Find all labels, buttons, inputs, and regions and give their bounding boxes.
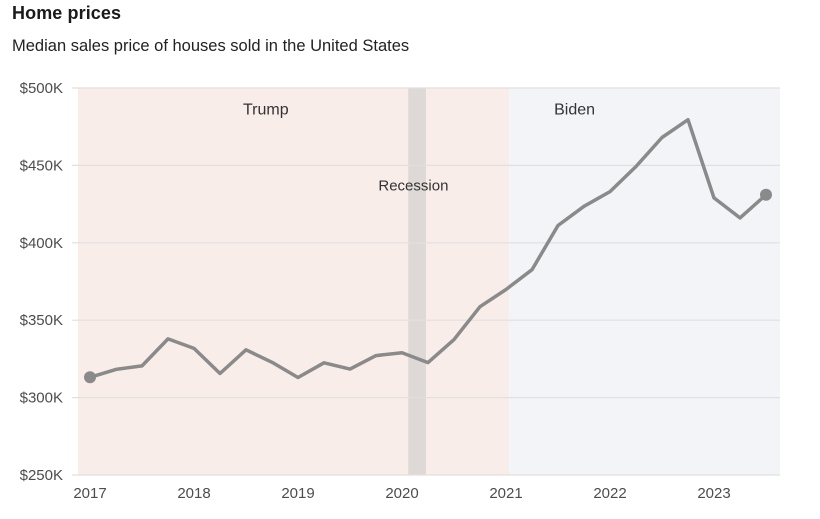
y-axis-tick-label: $450K <box>20 157 63 174</box>
y-axis-tick-label: $350K <box>20 312 63 329</box>
x-axis-tick-label: 2019 <box>281 485 314 502</box>
region-trump-era <box>78 88 510 475</box>
y-axis-tick-label: $250K <box>20 467 63 484</box>
chart-subtitle: Median sales price of houses sold in the… <box>12 37 410 55</box>
annotation-label-biden: Biden <box>554 102 595 119</box>
x-axis-tick-label: 2023 <box>697 485 730 502</box>
annotation-label-recession: Recession <box>378 178 448 195</box>
first-point-dot <box>84 371 96 384</box>
median-price-line <box>88 117 768 380</box>
y-axis-tick-label: $500K <box>20 80 63 97</box>
x-axis-tick-label: 2020 <box>385 485 418 502</box>
annotation-label-trump: Trump <box>243 102 289 119</box>
x-axis-tick-label: 2022 <box>593 485 626 502</box>
x-axis-tick-label: 2021 <box>489 485 522 502</box>
x-axis-tick-label: 2018 <box>177 485 210 502</box>
last-point-dot <box>760 188 772 201</box>
region-biden-era <box>509 88 780 475</box>
y-axis-tick-label: $400K <box>20 235 63 252</box>
region-recession-band <box>408 88 426 475</box>
y-axis-tick-label: $300K <box>20 390 63 407</box>
page-title: Home prices <box>12 3 122 23</box>
x-axis-tick-label: 2017 <box>73 485 106 502</box>
